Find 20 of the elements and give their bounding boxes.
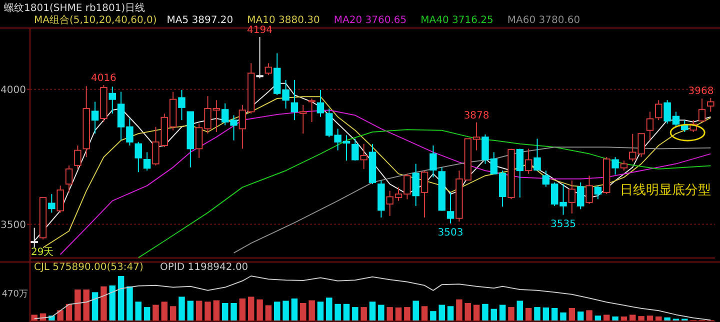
chart-title: 螺纹1801(SHME rb1801)日线 <box>4 2 146 14</box>
annotation: 3968 <box>688 86 714 97</box>
series-label: OPID 1198942.00 <box>160 262 248 273</box>
y-tick-label: 4000 <box>0 84 26 96</box>
annotation: 3535 <box>550 218 576 230</box>
annotation: 29天 <box>31 247 54 258</box>
text: MA20 3760.65 <box>334 15 407 26</box>
y-tick-label: 3500 <box>0 220 26 231</box>
text: MA10 3880.30 <box>247 15 320 26</box>
annotation: 4194 <box>247 25 273 36</box>
text: MA60 3780.60 <box>507 15 580 26</box>
series-label: CJL 575890.00(53:47) <box>34 262 144 273</box>
legend-title: MA组合(5,10,20,40,60,0) <box>34 14 157 26</box>
text: 470万 <box>2 289 28 300</box>
annotation: 3878 <box>464 110 490 122</box>
text: MA40 3716.25 <box>420 15 494 26</box>
text: MA5 3897.20 <box>166 15 234 26</box>
annotation: 4016 <box>90 73 116 84</box>
annotation: 日线明显底分型 <box>620 183 711 198</box>
annotation: 3503 <box>438 227 464 238</box>
